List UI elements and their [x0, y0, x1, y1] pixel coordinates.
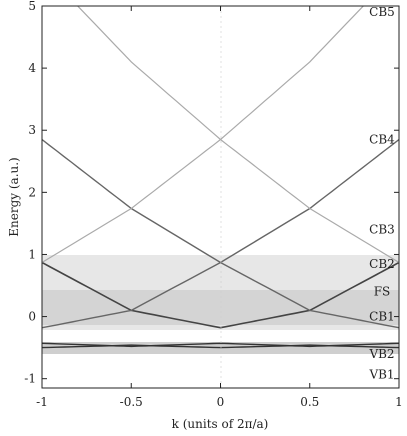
band-labels: CB5 CB4 CB3 CB2 FS CB1 VB2 VB1	[368, 5, 395, 381]
band-curve-1	[42, 261, 399, 329]
band-label-cb2: CB2	[369, 257, 395, 271]
band-curve-4	[42, 6, 365, 264]
y-tick-label: 0	[28, 310, 36, 324]
x-axis-ticks: -1 -0.5 0 0.5 1	[36, 6, 403, 409]
y-tick-label: -1	[24, 372, 36, 386]
y-tick-label: 5	[28, 0, 36, 13]
band-label-cb4: CB4	[369, 133, 395, 147]
band-label-cb3: CB3	[369, 223, 395, 237]
band-label-cb1: CB1	[369, 310, 395, 324]
x-tick-label: 0	[217, 395, 225, 409]
band-label-cb5: CB5	[369, 5, 395, 19]
y-tick-label: 3	[28, 123, 36, 137]
y-axis-label: Energy (a.u.)	[7, 157, 21, 236]
band-label-vb2: VB2	[368, 347, 394, 361]
x-tick-label: -1	[36, 395, 48, 409]
y-tick-label: 2	[28, 185, 36, 199]
band-curve-3	[42, 138, 399, 329]
x-axis-label: k (units of 2π/a)	[172, 417, 269, 431]
x-tick-label: 1	[395, 395, 403, 409]
band-curve-5	[76, 6, 399, 264]
spectral-haze	[42, 255, 399, 354]
band-label-fs: FS	[374, 285, 391, 299]
y-tick-label: 1	[28, 247, 36, 261]
x-tick-label: 0.5	[300, 395, 319, 409]
y-tick-label: 4	[28, 61, 36, 75]
band-label-vb1: VB1	[368, 367, 394, 381]
band-curves	[42, 6, 399, 349]
band-curve-7	[42, 344, 399, 349]
y-axis-ticks: -1 0 1 2 3 4 5	[24, 0, 399, 386]
x-tick-label: -0.5	[120, 395, 143, 409]
